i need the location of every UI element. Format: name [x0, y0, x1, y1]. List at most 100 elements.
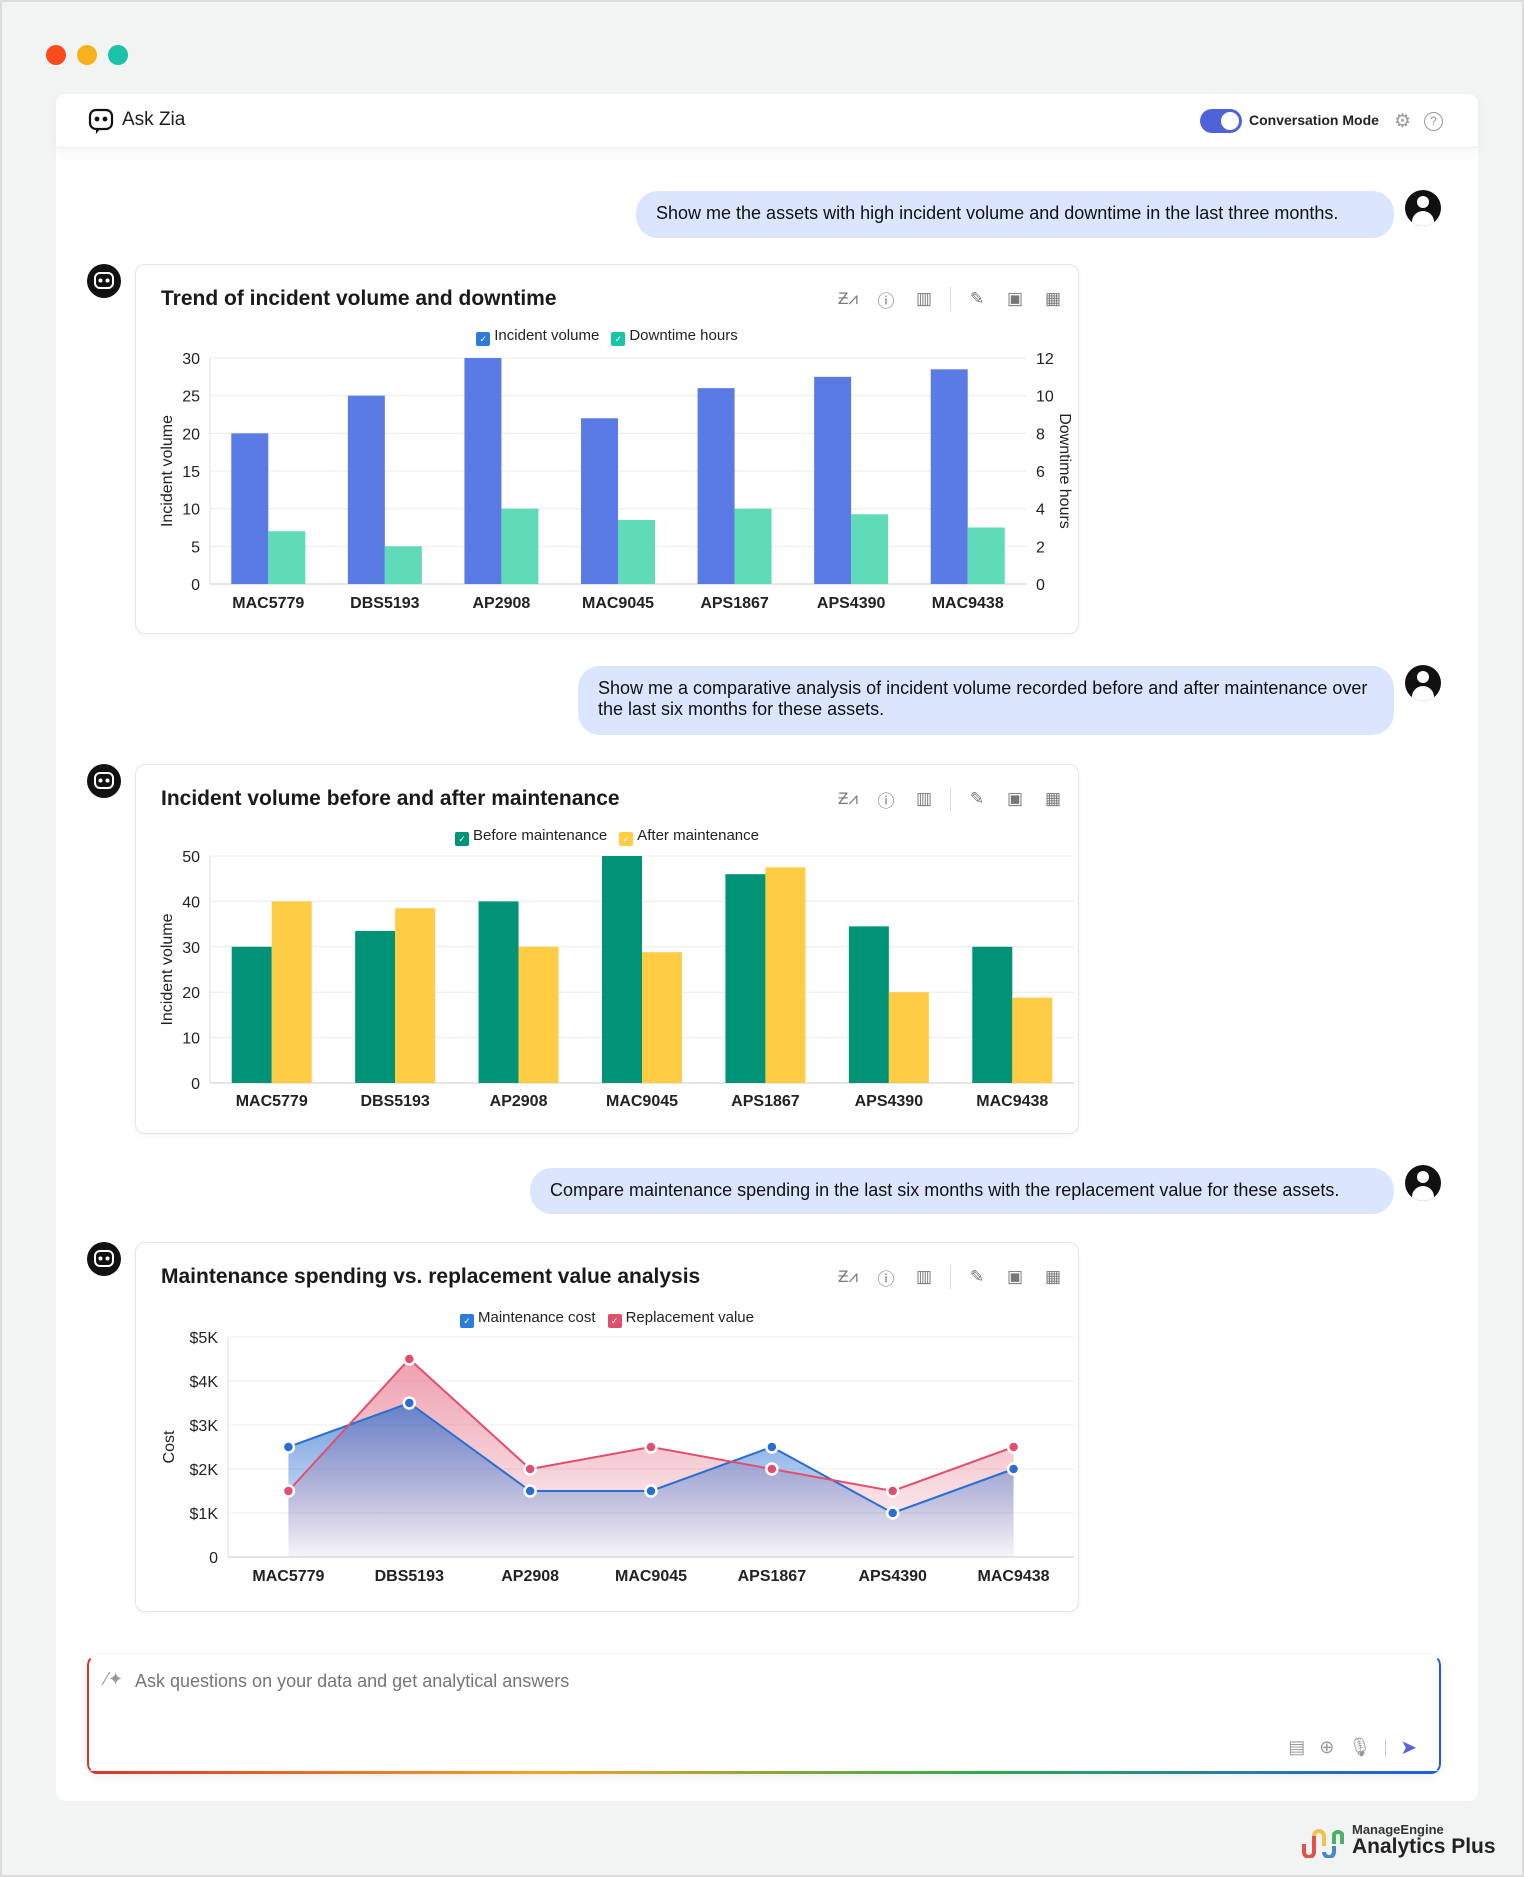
conversation-mode-label: Conversation Mode — [1249, 112, 1379, 128]
x-tick-label: APS1867 — [700, 595, 769, 612]
y2-axis-title: Downtime hours — [1056, 413, 1073, 529]
legend-item-incident-volume[interactable]: ✓ Incident volume — [476, 327, 599, 346]
y-tick-label: 50 — [182, 849, 200, 866]
x-tick-label: MAC9438 — [978, 1568, 1050, 1585]
y-tick-label: 5 — [191, 539, 200, 556]
bar-incident-volume — [814, 376, 852, 584]
x-tick-label: MAC9438 — [932, 595, 1004, 612]
chart-card-incident-downtime: Trend of incident volume and downtime Ƶ⩘… — [135, 264, 1079, 634]
edit-icon[interactable]: ✎ — [969, 789, 985, 808]
x-tick-label: MAC5779 — [232, 595, 304, 612]
bar-after-maintenance — [271, 901, 312, 1083]
send-icon[interactable]: ➤ — [1400, 1737, 1417, 1759]
bar-before-maintenance — [478, 901, 519, 1083]
x-tick-label: MAC9438 — [976, 1093, 1048, 1110]
window-close-dot[interactable] — [46, 45, 66, 65]
y-tick-label: 0 — [209, 1550, 218, 1567]
chart-type-icon[interactable]: ▥ — [915, 289, 933, 308]
edit-icon[interactable]: ✎ — [969, 289, 985, 308]
bar-incident-volume — [697, 388, 735, 584]
point-maintenance-cost — [281, 1440, 296, 1454]
info-icon[interactable]: ⓘ — [877, 791, 895, 811]
y-tick-label: 30 — [182, 940, 200, 957]
legend-item-downtime-hours[interactable]: ✓ Downtime hours — [611, 327, 738, 346]
zia-bot-icon — [87, 1242, 121, 1276]
y-tick-label: 30 — [182, 351, 200, 368]
user-avatar — [1405, 1165, 1441, 1201]
zia-insights-icon[interactable]: Ƶ⩘ — [838, 789, 858, 808]
add-to-dashboard-icon[interactable]: ▦ — [1044, 289, 1062, 308]
info-icon[interactable]: ⓘ — [877, 1269, 895, 1289]
help-icon[interactable]: ? — [1424, 112, 1443, 131]
x-tick-label: APS1867 — [731, 1093, 800, 1110]
question-input-box[interactable]: ⁄✦ ▤ ⊕ 🎙︎ ➤ — [87, 1655, 1441, 1774]
bar-downtime-hours — [384, 546, 422, 584]
bar-before-maintenance — [725, 874, 766, 1083]
chart-card-before-after-maintenance: Incident volume before and after mainten… — [135, 764, 1079, 1134]
y-tick-label: 10 — [182, 502, 200, 519]
point-maintenance-cost — [885, 1506, 900, 1520]
y2-tick-label: 4 — [1036, 502, 1045, 519]
bar-after-maintenance — [395, 908, 436, 1083]
app-title: Ask Zia — [122, 109, 186, 130]
y-tick-label: 40 — [182, 894, 200, 911]
chart-type-icon[interactable]: ▥ — [915, 1267, 933, 1286]
bar-incident-volume — [464, 358, 502, 584]
add-to-dashboard-icon[interactable]: ▦ — [1044, 789, 1062, 808]
y-tick-label: 0 — [191, 577, 200, 594]
window-minimize-dot[interactable] — [77, 45, 97, 65]
x-tick-label: AP2908 — [501, 1568, 559, 1585]
user-avatar — [1405, 190, 1441, 226]
bar-chart: 0 10 20 30 40 50 Incident volume MAC5779 DBS5193… — [159, 849, 1074, 1110]
legend-item-replacement-value[interactable]: ✓ Replacement value — [607, 1309, 754, 1328]
edit-icon[interactable]: ✎ — [969, 1267, 985, 1286]
x-tick-label: APS1867 — [738, 1568, 807, 1585]
bar-before-maintenance — [972, 946, 1013, 1083]
save-icon[interactable]: ▣ — [1006, 289, 1024, 308]
point-replacement-value — [885, 1484, 900, 1498]
y2-tick-label: 12 — [1036, 351, 1054, 368]
bar-incident-volume — [347, 395, 385, 584]
y2-tick-label: 6 — [1036, 464, 1045, 481]
chart-card-maintenance-vs-replacement: Maintenance spending vs. replacement val… — [135, 1242, 1079, 1612]
bar-downtime-hours — [501, 508, 539, 584]
legend-item-maintenance-cost[interactable]: ✓ Maintenance cost — [460, 1309, 596, 1328]
info-icon[interactable]: ⓘ — [877, 291, 895, 311]
user-message: Show me the assets with high incident vo… — [636, 191, 1394, 238]
magic-wand-icon: ⁄✦ — [105, 1669, 124, 1689]
settings-gear-icon[interactable]: ⚙ — [1394, 111, 1412, 132]
y-tick-label: 10 — [182, 1031, 200, 1048]
y2-tick-label: 8 — [1036, 426, 1045, 443]
y-tick-label: $2K — [190, 1462, 219, 1479]
bar-before-maintenance — [602, 856, 642, 1083]
x-tick-label: MAC9045 — [615, 1568, 687, 1585]
save-icon[interactable]: ▣ — [1006, 789, 1024, 808]
chart-type-icon[interactable]: ▥ — [915, 789, 933, 808]
point-replacement-value — [281, 1484, 296, 1498]
legend-item-after-maintenance[interactable]: ✓ After maintenance — [619, 827, 759, 846]
bar-after-maintenance — [642, 952, 682, 1083]
x-tick-label: MAC5779 — [252, 1568, 324, 1585]
bar-after-maintenance — [518, 946, 559, 1083]
add-to-dashboard-icon[interactable]: ▦ — [1044, 1267, 1062, 1286]
y-axis-title: Incident volume — [159, 415, 176, 527]
bar-before-maintenance — [231, 946, 272, 1083]
save-icon[interactable]: ▣ — [1006, 1267, 1024, 1286]
area-chart: 0 $1K $2K $3K $4K $5K Cost MAC5779 DBS5193 AP2908… — [161, 1330, 1074, 1585]
add-chat-icon[interactable]: ⊕ — [1319, 1737, 1335, 1757]
zia-insights-icon[interactable]: Ƶ⩘ — [838, 1267, 858, 1286]
zia-insights-icon[interactable]: Ƶ⩘ — [838, 289, 858, 308]
window-maximize-dot[interactable] — [108, 45, 128, 65]
notes-icon[interactable]: ▤ — [1288, 1737, 1306, 1757]
y-tick-label: $1K — [190, 1506, 219, 1523]
legend-item-before-maintenance[interactable]: ✓ Before maintenance — [454, 827, 607, 846]
point-maintenance-cost — [523, 1484, 537, 1498]
microphone-icon[interactable]: 🎙︎ — [1348, 1737, 1372, 1757]
conversation-mode-toggle[interactable] — [1200, 109, 1242, 133]
point-maintenance-cost — [765, 1440, 779, 1454]
header: Ask Zia Conversation Mode ⚙ ? — [56, 94, 1478, 148]
y2-tick-label: 2 — [1036, 539, 1045, 556]
bar-downtime-hours — [618, 519, 655, 584]
zia-bot-icon — [87, 764, 121, 798]
question-input[interactable] — [135, 1671, 1035, 1692]
